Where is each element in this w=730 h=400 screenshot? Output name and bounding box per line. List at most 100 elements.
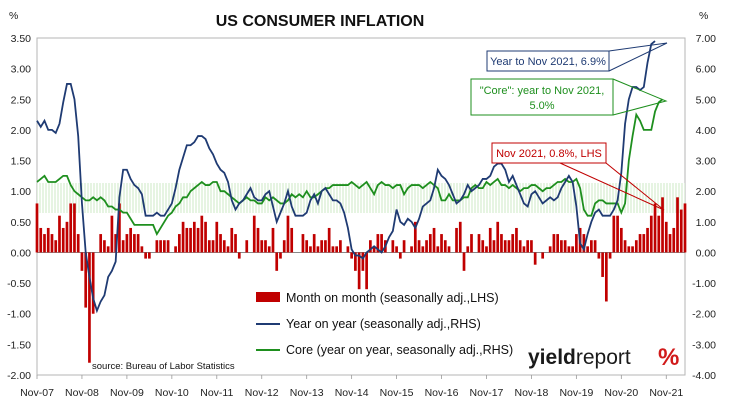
mom-bar (163, 240, 166, 253)
mom-bar (496, 221, 500, 253)
mom-bar (58, 215, 61, 253)
mom-bar (282, 240, 286, 253)
mom-bar (215, 221, 219, 253)
mom-bar (204, 221, 207, 253)
mom-bar (320, 240, 324, 253)
mom-bar (234, 234, 237, 253)
mom-bar (61, 227, 65, 253)
mom-bar (39, 227, 43, 253)
mom-bar (207, 240, 211, 253)
mom-bar (608, 252, 612, 259)
mom-bar (159, 240, 162, 253)
mom-bar (88, 252, 91, 363)
mom-bar (155, 240, 159, 253)
mom-bar (361, 252, 365, 271)
mom-bar (612, 215, 616, 253)
mom-bar (421, 246, 425, 253)
mom-bar (443, 240, 447, 253)
x-tick-label: Nov-09 (110, 387, 144, 399)
left-tick-label: 0.00 (11, 247, 32, 259)
mom-bar (324, 240, 327, 253)
x-tick-label: Nov-11 (200, 387, 233, 399)
mom-bar (264, 240, 267, 253)
mom-bar (428, 234, 432, 253)
x-tick-label: Nov-16 (425, 387, 459, 399)
mom-bar (597, 252, 601, 259)
mom-bar (601, 252, 604, 277)
mom-bar (376, 234, 380, 253)
left-tick-label: 2.00 (11, 125, 32, 137)
mom-bar (222, 240, 226, 253)
annotation-yoy-box (486, 50, 610, 72)
mom-bar (166, 240, 170, 253)
mom-bar (623, 240, 627, 253)
annotation-core-line1: "Core": year to Nov 2021, (480, 85, 605, 97)
mom-bar (590, 240, 593, 253)
mom-bar (410, 246, 413, 253)
mom-bar (305, 240, 309, 253)
mom-bar (593, 240, 597, 253)
annotation-yoy-pointer (608, 42, 668, 72)
mom-bar (271, 227, 275, 253)
mom-bar (395, 246, 398, 253)
mom-bar (413, 221, 417, 253)
x-tick-label: Nov-17 (470, 387, 504, 399)
mom-bar (683, 203, 687, 253)
mom-bar (500, 234, 503, 253)
mom-bar (174, 246, 177, 253)
left-tick-label: 3.50 (11, 33, 32, 45)
mom-bar (286, 215, 290, 253)
mom-bar (211, 240, 215, 253)
x-tick-label: Nov-10 (155, 387, 189, 399)
mom-bar (290, 227, 294, 253)
mom-bar (133, 234, 136, 253)
mom-bar (237, 252, 241, 259)
mom-bar (526, 240, 530, 253)
mom-bar (125, 234, 129, 253)
annotation-yoy: Year to Nov 2021, 6.9% (486, 42, 668, 72)
mom-bar (488, 227, 492, 253)
right-tick-label: 7.00 (696, 33, 717, 45)
mom-bar (110, 215, 114, 253)
mom-bar (200, 215, 204, 253)
annotation-core-line2: 5.0% (529, 100, 554, 112)
mom-bar (560, 240, 563, 253)
right-tick-label: 5.00 (696, 94, 717, 106)
mom-bar (533, 252, 537, 265)
left-tick-label: 3.00 (11, 64, 32, 76)
mom-bar (148, 252, 151, 259)
mom-bar (331, 246, 335, 253)
mom-bar (65, 221, 69, 253)
mom-bar (634, 240, 638, 253)
mom-bar (219, 234, 222, 253)
left-tick-label: -0.50 (7, 278, 31, 290)
mom-bar (230, 227, 234, 253)
mom-bar (440, 234, 443, 253)
right-tick-label: 0.00 (696, 247, 717, 259)
mom-bar (477, 234, 481, 253)
brand-percent-icon: % (658, 344, 679, 371)
mom-bar (661, 197, 664, 253)
mom-bar (511, 234, 515, 253)
mom-bar (50, 234, 54, 253)
mom-bar (192, 221, 196, 253)
mom-bar (309, 246, 312, 253)
mom-bar (503, 240, 507, 253)
mom-bar (541, 252, 545, 259)
mom-bar (189, 227, 192, 253)
mom-bar (485, 246, 488, 253)
x-tick-label: Nov-19 (559, 387, 593, 399)
right-axis-unit: % (699, 10, 708, 22)
right-tick-label: -4.00 (692, 370, 716, 382)
mom-bar (664, 221, 668, 253)
mom-bar (492, 240, 496, 253)
mom-bar (260, 240, 264, 253)
annotation-yoy-label: Year to Nov 2021, 6.9% (490, 56, 606, 68)
mom-bar (649, 215, 653, 253)
mom-bar (275, 252, 279, 271)
mom-bar (327, 227, 331, 253)
mom-bar (507, 240, 511, 253)
mom-bar (470, 234, 473, 253)
mom-bar (46, 227, 50, 253)
mom-bar (181, 221, 185, 253)
